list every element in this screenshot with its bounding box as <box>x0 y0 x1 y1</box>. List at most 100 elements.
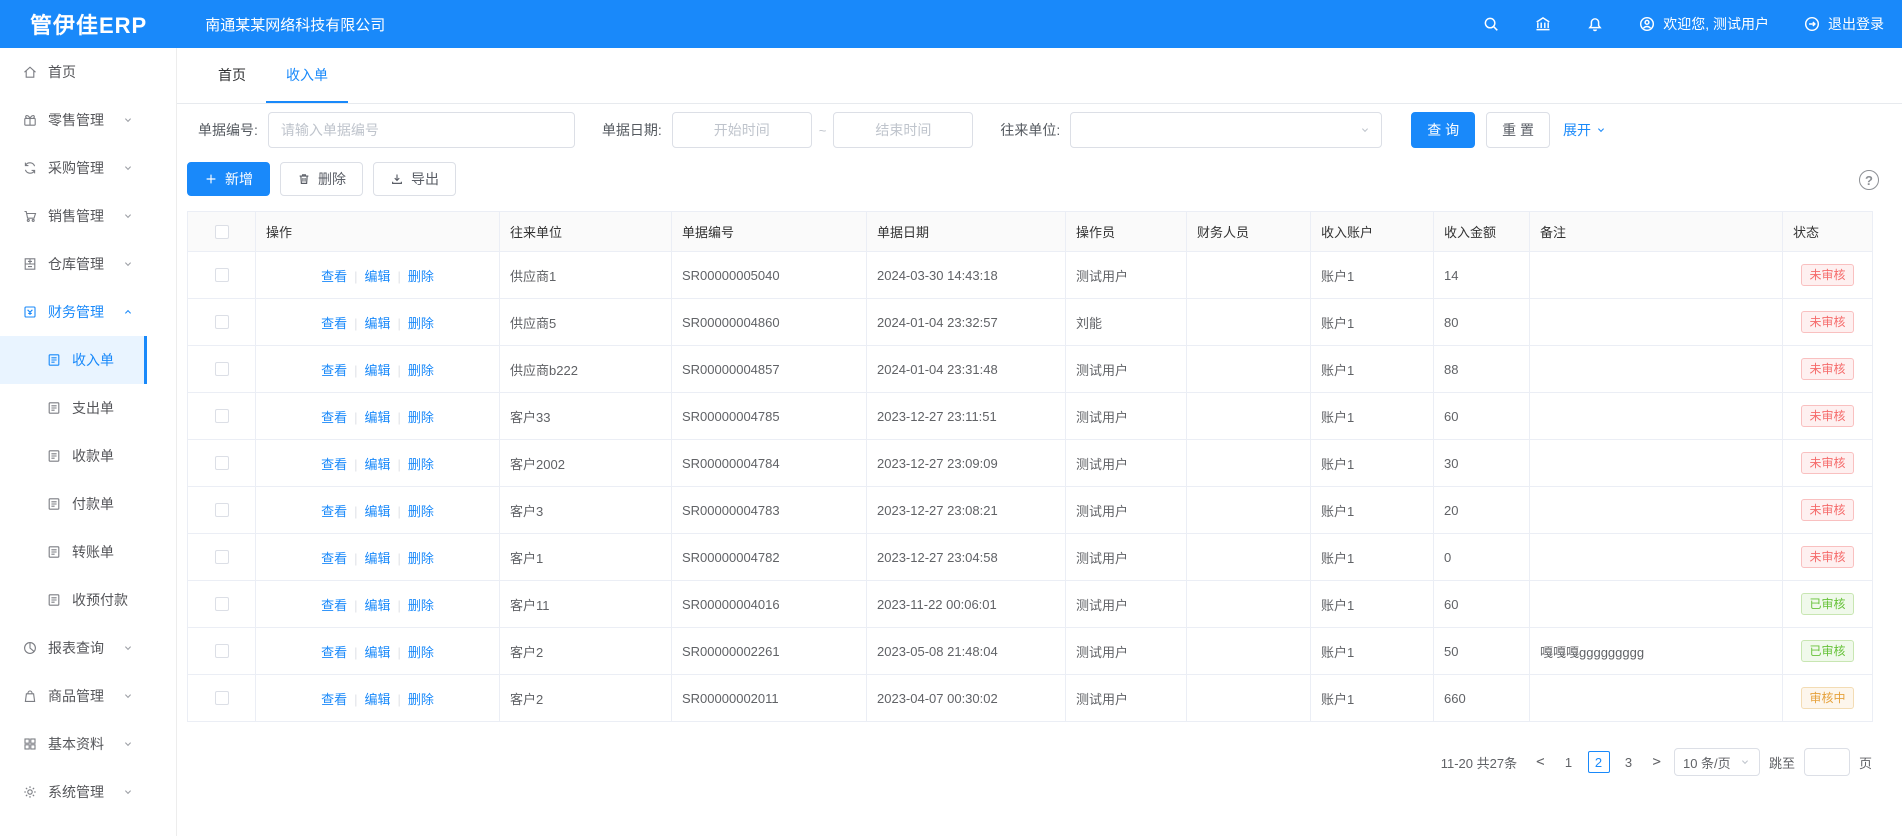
edit-link[interactable]: 编辑 <box>364 362 391 378</box>
page-number-3[interactable]: 3 <box>1624 754 1633 770</box>
sidebar-item-报表查询[interactable]: 报表查询 <box>0 624 147 672</box>
sidebar-subitem-付款单[interactable]: 付款单 <box>0 480 147 528</box>
sidebar-item-商品管理[interactable]: 商品管理 <box>0 672 147 720</box>
view-link[interactable]: 查看 <box>321 409 348 425</box>
tab-income-bill[interactable]: 收入单 <box>266 48 348 103</box>
delete-link[interactable]: 删除 <box>407 315 434 331</box>
delete-link[interactable]: 删除 <box>407 456 434 472</box>
date-end-input[interactable] <box>833 112 974 148</box>
row-checkbox[interactable] <box>214 268 229 282</box>
sidebar-item-基本资料[interactable]: 基本资料 <box>0 720 147 768</box>
delete-link[interactable]: 删除 <box>407 597 434 613</box>
view-link[interactable]: 查看 <box>321 691 348 707</box>
edit-link[interactable]: 编辑 <box>364 597 391 613</box>
view-link[interactable]: 查看 <box>321 644 348 660</box>
edit-link[interactable]: 编辑 <box>364 409 391 425</box>
prev-page-button[interactable]: < <box>1536 754 1545 770</box>
delete-link[interactable]: 删除 <box>407 691 434 707</box>
edit-link[interactable]: 编辑 <box>364 268 391 284</box>
expand-label: 展开 <box>1563 122 1592 138</box>
sidebar-item-首页[interactable]: 首页 <box>0 48 147 96</box>
cell-partner: 供应商5 <box>499 298 672 346</box>
next-page-button[interactable]: > <box>1652 754 1661 770</box>
expand-link[interactable]: 展开 <box>1563 120 1607 140</box>
op-separator: | <box>354 691 358 707</box>
sidebar-item-财务管理[interactable]: 财务管理 <box>0 288 147 336</box>
sidebar-item-系统管理[interactable]: 系统管理 <box>0 768 147 816</box>
partner-select[interactable] <box>1070 112 1383 148</box>
tab-home[interactable]: 首页 <box>218 66 246 83</box>
sidebar-item-label: 报表查询 <box>48 640 104 656</box>
delete-link[interactable]: 删除 <box>407 503 434 519</box>
sidebar-subitem-收款单[interactable]: 收款单 <box>0 432 147 480</box>
view-link[interactable]: 查看 <box>321 456 348 472</box>
sidebar-subitem-收入单[interactable]: 收入单 <box>0 336 147 384</box>
row-checkbox[interactable] <box>214 550 229 564</box>
view-link[interactable]: 查看 <box>321 503 348 519</box>
edit-link[interactable]: 编辑 <box>364 691 391 707</box>
delete-link[interactable]: 删除 <box>407 268 434 284</box>
search-icon[interactable] <box>1482 15 1500 33</box>
edit-link[interactable]: 编辑 <box>364 644 391 660</box>
edit-link[interactable]: 编辑 <box>364 456 391 472</box>
bill-no-input[interactable] <box>267 112 575 148</box>
view-link[interactable]: 查看 <box>321 597 348 613</box>
reset-button[interactable]: 重 置 <box>1486 112 1551 148</box>
view-link[interactable]: 查看 <box>321 362 348 378</box>
date-start-input[interactable] <box>671 112 812 148</box>
select-all-checkbox[interactable] <box>214 224 229 239</box>
sidebar-item-仓库管理[interactable]: 仓库管理 <box>0 240 147 288</box>
view-link[interactable]: 查看 <box>321 550 348 566</box>
cell-amount: 20 <box>1433 486 1530 534</box>
logout-button[interactable]: 退出登录 <box>1803 14 1884 34</box>
add-button[interactable]: 新增 <box>187 162 270 196</box>
chevron-down-icon <box>122 210 134 222</box>
finance-icon <box>22 304 38 320</box>
sidebar-subitem-收预付款[interactable]: 收预付款 <box>0 576 147 624</box>
row-checkbox[interactable] <box>214 409 229 423</box>
help-icon[interactable]: ? <box>1859 170 1879 190</box>
delete-link[interactable]: 删除 <box>407 644 434 660</box>
view-link[interactable]: 查看 <box>321 268 348 284</box>
sidebar-subitem-label: 收预付款 <box>72 592 128 608</box>
cell-account: 账户1 <box>1310 627 1434 675</box>
cell-account: 账户1 <box>1310 439 1434 487</box>
search-button[interactable]: 查 询 <box>1411 112 1476 148</box>
delete-link[interactable]: 删除 <box>407 362 434 378</box>
page-number-1[interactable]: 1 <box>1564 754 1573 770</box>
sidebar-subitem-label: 转账单 <box>72 544 114 560</box>
edit-link[interactable]: 编辑 <box>364 503 391 519</box>
op-separator: | <box>354 268 358 284</box>
delete-link[interactable]: 删除 <box>407 550 434 566</box>
delete-button[interactable]: 删除 <box>280 162 363 196</box>
row-checkbox[interactable] <box>214 691 229 705</box>
header-status: 状态 <box>1782 211 1873 252</box>
sidebar-item-采购管理[interactable]: 采购管理 <box>0 144 147 192</box>
page-number-2[interactable]: 2 <box>1587 751 1610 773</box>
cell-finance <box>1186 345 1311 393</box>
bell-icon[interactable] <box>1586 15 1604 33</box>
jump-page-input[interactable] <box>1803 748 1850 776</box>
page-size-select[interactable]: 10 条/页 <box>1673 748 1760 776</box>
sidebar-item-label: 商品管理 <box>48 688 104 704</box>
sidebar-subitem-转账单[interactable]: 转账单 <box>0 528 147 576</box>
sidebar-subitem-支出单[interactable]: 支出单 <box>0 384 147 432</box>
export-button[interactable]: 导出 <box>373 162 456 196</box>
edit-link[interactable]: 编辑 <box>364 550 391 566</box>
cell-bill-no: SR00000004785 <box>671 392 867 440</box>
row-checkbox[interactable] <box>214 362 229 376</box>
sidebar-item-零售管理[interactable]: 零售管理 <box>0 96 147 144</box>
view-link[interactable]: 查看 <box>321 315 348 331</box>
sidebar-item-销售管理[interactable]: 销售管理 <box>0 192 147 240</box>
cell-account: 账户1 <box>1310 298 1434 346</box>
row-checkbox[interactable] <box>214 315 229 329</box>
delete-link[interactable]: 删除 <box>407 409 434 425</box>
row-checkbox[interactable] <box>214 456 229 470</box>
edit-link[interactable]: 编辑 <box>364 315 391 331</box>
row-checkbox[interactable] <box>214 644 229 658</box>
bank-icon[interactable] <box>1534 15 1552 33</box>
row-checkbox[interactable] <box>214 597 229 611</box>
cell-operator: 刘能 <box>1065 298 1187 346</box>
row-checkbox[interactable] <box>214 503 229 517</box>
welcome-user[interactable]: 欢迎您, 测试用户 <box>1638 14 1769 34</box>
